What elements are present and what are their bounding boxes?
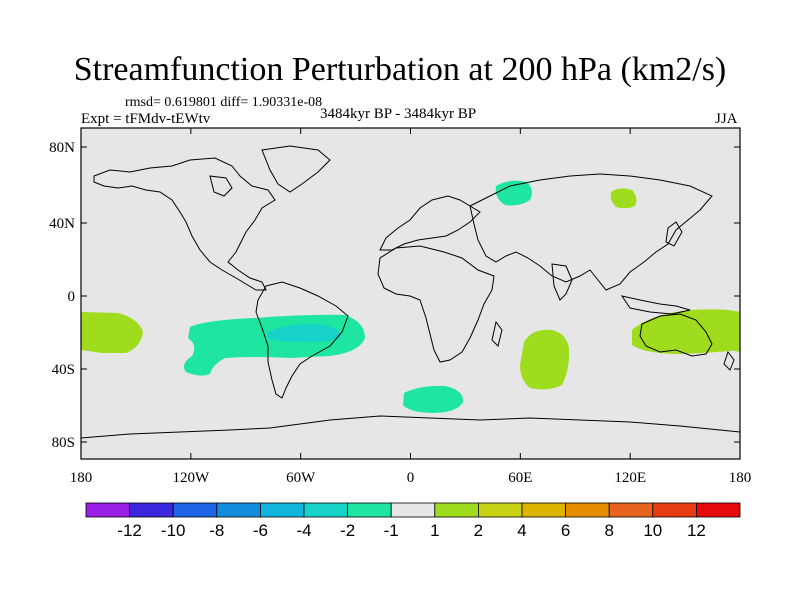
colorbar-label: -6	[253, 521, 268, 540]
colorbar-swatch	[390, 502, 436, 518]
region-east-asia-positive	[610, 188, 637, 209]
lon-tick-label: 0	[407, 470, 415, 486]
colorbar-label: 12	[687, 521, 706, 540]
colorbar-label: -1	[384, 521, 399, 540]
experiment-label: Expt = tFMdv-tEWtv	[81, 111, 211, 127]
colorbar-swatch	[259, 502, 305, 518]
colorbar-swatch	[477, 502, 523, 518]
lat-tick-label: 80S	[52, 435, 75, 451]
lon-tick-label: 180	[729, 470, 752, 486]
coastlines	[81, 145, 740, 439]
lon-tick-label: 120W	[172, 470, 210, 486]
colorbar-swatch	[652, 502, 697, 518]
stats-text: rmsd= 0.619801 diff= 1.90331e-08	[125, 95, 323, 110]
coast-india	[551, 263, 573, 301]
coast-hudson-bay	[209, 175, 233, 197]
colorbar-swatch	[434, 502, 479, 518]
coast-europe	[379, 195, 481, 251]
plot-title: Streamfunction Perturbation at 200 hPa (…	[73, 51, 727, 88]
colorbar-swatch	[608, 502, 654, 518]
colorbar-swatch	[303, 502, 348, 518]
colorbar-swatch	[521, 502, 566, 518]
coast-africa	[377, 245, 495, 363]
colorbar-label: 4	[517, 521, 526, 540]
region-central-pacific-positive	[81, 312, 143, 353]
region-southern-ocean-negative	[403, 385, 464, 413]
colorbar-swatch	[216, 502, 261, 518]
colorbar-label: -2	[340, 521, 355, 540]
colorbar-label: -10	[161, 521, 186, 540]
region-australia-positive	[632, 309, 740, 354]
coast-north-america	[93, 157, 276, 291]
colorbar-swatch	[347, 502, 392, 518]
colorbar-label: 8	[604, 521, 613, 540]
coast-madagascar	[491, 320, 503, 347]
lon-tick-label: 180	[70, 470, 93, 486]
period-label: 3484kyr BP - 3484kyr BP	[320, 106, 477, 122]
lat-tick-label: 80N	[49, 140, 75, 156]
region-siberia-negative	[495, 180, 532, 206]
coast-new-zealand	[723, 350, 735, 371]
season-label: JJA	[715, 111, 738, 127]
coast-asia	[469, 173, 713, 291]
lon-tick-label: 60E	[508, 470, 532, 486]
lon-tick-label: 120E	[614, 470, 646, 486]
coast-japan	[665, 221, 683, 247]
coast-indonesia	[620, 295, 691, 315]
lat-axis: 80N 40N 0 40S 80S	[49, 140, 740, 451]
colorbar-swatch	[129, 502, 174, 518]
lon-tick-label: 60W	[286, 470, 316, 486]
colorbar: -12 -10 -8 -6 -4 -2 -1 1 2 4 6 8 10 12	[85, 502, 741, 540]
colorbar-label: -12	[117, 521, 142, 540]
colorbar-label: 1	[430, 521, 439, 540]
coast-south-america	[255, 281, 349, 399]
lat-tick-label: 40N	[49, 216, 75, 232]
colorbar-swatch	[565, 502, 610, 518]
lat-tick-label: 40S	[52, 362, 75, 378]
colorbar-label: -8	[209, 521, 224, 540]
colorbar-label: 6	[561, 521, 570, 540]
coast-australia	[639, 313, 713, 357]
colorbar-swatch	[696, 502, 741, 518]
colorbar-swatch	[172, 502, 218, 518]
colorbar-label: -4	[296, 521, 311, 540]
contour-regions	[81, 180, 740, 413]
colorbar-label: 10	[643, 521, 662, 540]
colorbar-label: 2	[474, 521, 483, 540]
coast-greenland	[261, 145, 331, 193]
coast-antarctica	[81, 415, 740, 439]
region-south-america-core-negative	[268, 324, 341, 343]
region-indian-ocean-positive	[520, 329, 570, 390]
colorbar-swatch	[85, 502, 130, 518]
lat-tick-label: 0	[68, 289, 76, 305]
lon-axis: 180 120W 60W 0 60E 120E 180	[70, 128, 752, 486]
